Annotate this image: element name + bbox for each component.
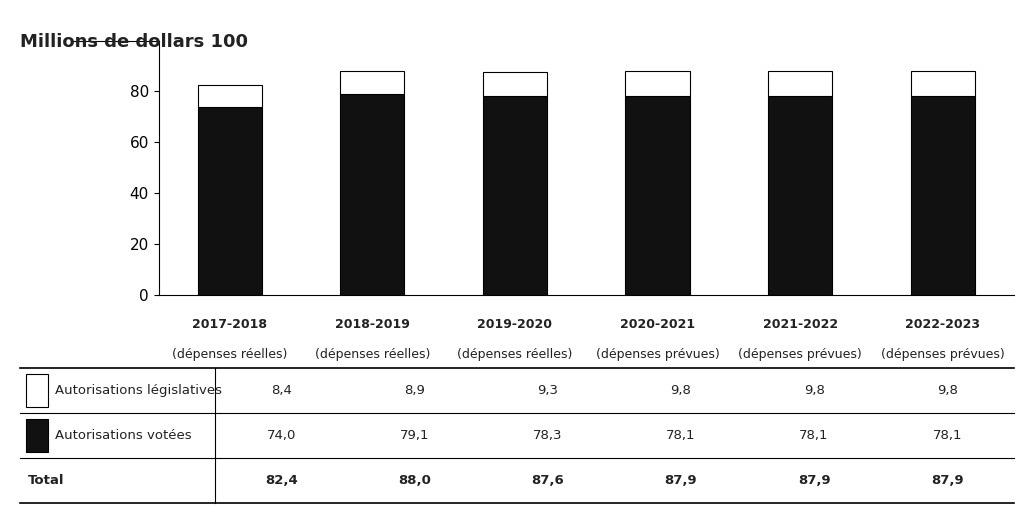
Bar — [198, 107, 262, 295]
Text: 88,0: 88,0 — [398, 474, 431, 487]
Text: 87,9: 87,9 — [798, 474, 830, 487]
Bar — [340, 94, 404, 295]
Text: 8,9: 8,9 — [404, 384, 425, 397]
Text: 9,8: 9,8 — [804, 384, 824, 397]
Text: 79,1: 79,1 — [400, 429, 429, 442]
Bar — [768, 72, 833, 97]
Text: 87,9: 87,9 — [665, 474, 697, 487]
Bar — [483, 96, 547, 295]
Text: 2018-2019: 2018-2019 — [335, 318, 410, 331]
Text: 8,4: 8,4 — [271, 384, 292, 397]
Text: 2022-2023: 2022-2023 — [905, 318, 980, 331]
Text: (dépenses réelles): (dépenses réelles) — [172, 348, 288, 361]
Text: (dépenses prévues): (dépenses prévues) — [596, 348, 720, 361]
Text: (dépenses prévues): (dépenses prévues) — [881, 348, 1005, 361]
Text: 87,9: 87,9 — [931, 474, 964, 487]
Bar — [340, 71, 404, 94]
Bar — [198, 85, 262, 107]
Text: 9,8: 9,8 — [671, 384, 691, 397]
Text: 2020-2021: 2020-2021 — [620, 318, 695, 331]
Text: 82,4: 82,4 — [265, 474, 298, 487]
Bar — [626, 97, 689, 295]
Text: 9,3: 9,3 — [538, 384, 558, 397]
Text: (dépenses réelles): (dépenses réelles) — [314, 348, 430, 361]
Text: 74,0: 74,0 — [267, 429, 296, 442]
Text: 78,1: 78,1 — [933, 429, 962, 442]
Bar — [768, 97, 833, 295]
Text: 78,1: 78,1 — [800, 429, 828, 442]
Text: (dépenses réelles): (dépenses réelles) — [458, 348, 572, 361]
Bar — [483, 72, 547, 96]
Bar — [910, 72, 975, 97]
Text: (dépenses prévues): (dépenses prévues) — [738, 348, 862, 361]
Bar — [626, 72, 689, 97]
Text: Total: Total — [28, 474, 65, 487]
Bar — [910, 97, 975, 295]
Text: Autorisations votées: Autorisations votées — [55, 429, 191, 442]
Text: 87,6: 87,6 — [531, 474, 564, 487]
Text: 2021-2022: 2021-2022 — [763, 318, 838, 331]
Text: 2017-2018: 2017-2018 — [193, 318, 267, 331]
Text: 9,8: 9,8 — [937, 384, 957, 397]
Text: Millions de dollars 100: Millions de dollars 100 — [20, 33, 249, 51]
Text: Autorisations législatives: Autorisations législatives — [55, 384, 222, 397]
Text: 78,3: 78,3 — [534, 429, 562, 442]
Text: 2019-2020: 2019-2020 — [477, 318, 552, 331]
Text: 78,1: 78,1 — [667, 429, 695, 442]
